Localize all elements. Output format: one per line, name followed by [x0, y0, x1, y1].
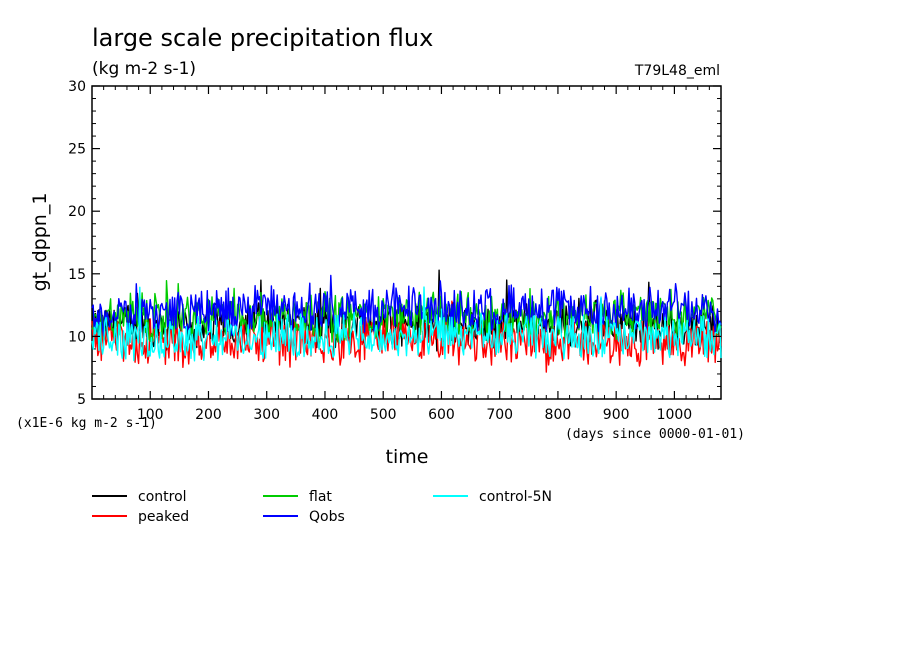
y-tick-label: 15 [68, 267, 86, 283]
x-tick-label: 100 [137, 407, 164, 423]
y-tick-label: 25 [68, 142, 86, 158]
legend-label-peaked: peaked [138, 509, 189, 525]
legend-label-control: control [138, 489, 187, 505]
y-tick-label: 5 [77, 392, 86, 408]
x-tick-label: 800 [545, 407, 572, 423]
x-tick-label: 600 [428, 407, 455, 423]
y-tick-label: 30 [68, 79, 86, 95]
x-tick-label: 300 [253, 407, 280, 423]
series-line-control-5n [91, 286, 722, 362]
x-tick-label: 500 [370, 407, 397, 423]
y-unit-note: (x1E-6 kg m-2 s-1) [16, 416, 157, 431]
model-annotation: T79L48_eml [634, 63, 720, 79]
series-line-flat [91, 280, 722, 350]
legend-label-flat: flat [309, 489, 332, 505]
series-line-peaked [91, 300, 722, 373]
legend: control peaked flat Qobs control-5N [92, 489, 552, 525]
legend-label-control-5n: control-5N [479, 489, 552, 505]
y-tick-label: 20 [68, 204, 86, 220]
x-axis-ticks: 100 200 300 400 500 600 700 800 900 1000 [137, 86, 692, 423]
series-lines [91, 269, 722, 373]
chart-title: large scale precipitation flux [92, 24, 433, 52]
x-tick-label: 400 [312, 407, 339, 423]
legend-label-qobs: Qobs [309, 509, 345, 525]
y-tick-label: 10 [68, 329, 86, 345]
x-unit-note: (days since 0000-01-01) [565, 427, 745, 442]
y-axis-ticks: 5 10 15 20 25 30 [68, 79, 721, 408]
x-tick-label: 1000 [657, 407, 693, 423]
minor-ticks [92, 86, 721, 399]
x-tick-label: 900 [603, 407, 630, 423]
x-tick-label: 200 [195, 407, 222, 423]
y-axis-label: gt_dppn_1 [29, 193, 51, 292]
x-tick-label: 700 [486, 407, 513, 423]
chart-subtitle: (kg m-2 s-1) [92, 59, 196, 79]
x-axis-label: time [386, 446, 429, 468]
